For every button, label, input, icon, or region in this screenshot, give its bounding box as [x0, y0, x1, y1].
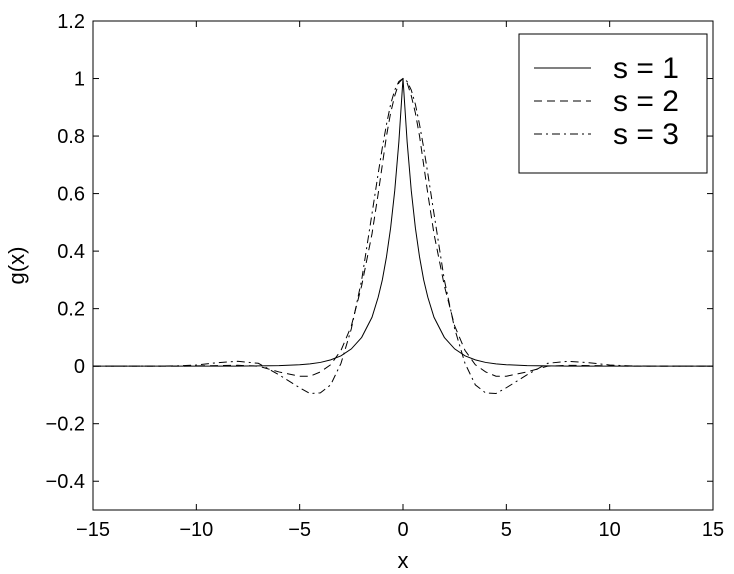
x-tick-label: 15	[702, 519, 724, 541]
legend-label-1: s = 1	[613, 52, 679, 85]
x-tick-label: −15	[76, 519, 110, 541]
series-line-2	[93, 77, 713, 377]
x-tick-label: 0	[397, 519, 408, 541]
legend-label-3: s = 3	[613, 118, 679, 151]
y-tick-label: 0	[74, 356, 85, 378]
x-tick-label: 5	[501, 519, 512, 541]
series-line-3	[93, 77, 713, 395]
y-tick-label: 0.2	[57, 299, 85, 321]
x-tick-label: 10	[599, 519, 621, 541]
y-tick-label: 0.4	[57, 241, 85, 263]
legend-box	[518, 33, 708, 174]
y-tick-label: 0.6	[57, 184, 85, 206]
x-axis-label: x	[398, 548, 409, 573]
legend-label-2: s = 2	[613, 85, 679, 118]
series-layer	[93, 77, 713, 395]
y-tick-label: 1.2	[57, 11, 85, 33]
legend: s = 1s = 2s = 3	[518, 33, 708, 174]
y-tick-label: 0.8	[57, 126, 85, 148]
y-tick-label: −0.4	[46, 471, 85, 493]
x-tick-label: −5	[288, 519, 311, 541]
y-tick-label: −0.2	[46, 414, 85, 436]
y-axis-label: g(x)	[4, 247, 29, 285]
x-tick-label: −10	[179, 519, 213, 541]
y-tick-label: 1	[74, 69, 85, 91]
tick-layer: −15 −10 −5 0 5 10 15 −0.4 −0.2 0 0.2 0.4 0.6 0.8 1 1.2	[46, 11, 725, 541]
